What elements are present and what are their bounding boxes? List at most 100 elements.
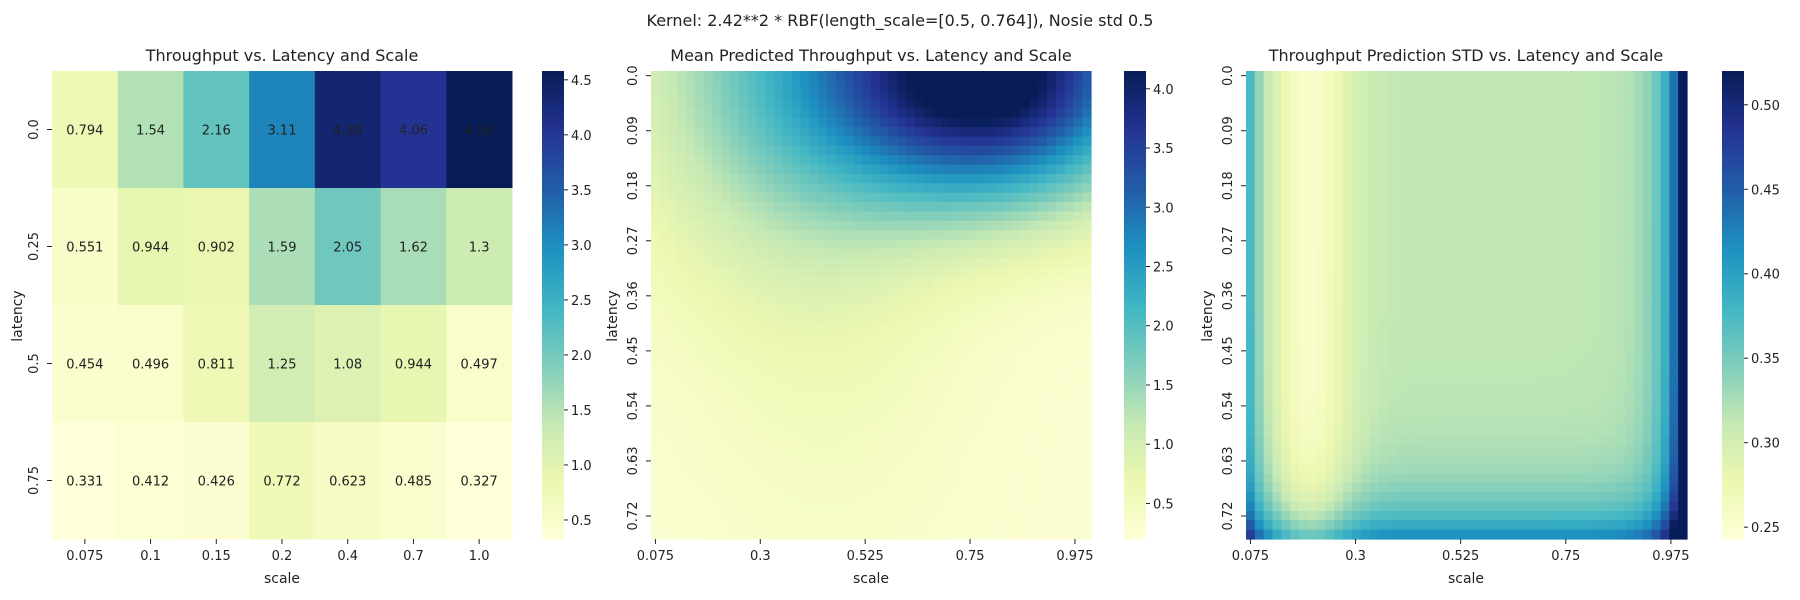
heatmap-cell xyxy=(1554,314,1565,325)
heatmap-cell xyxy=(853,454,863,465)
heatmap-cell xyxy=(1581,323,1591,334)
heatmap-cell xyxy=(1290,314,1300,325)
heatmap-cell xyxy=(747,286,758,297)
heatmap-cell xyxy=(897,202,907,212)
heatmap-cell xyxy=(1475,230,1485,241)
heatmap-cell xyxy=(985,145,995,156)
heatmap-cell xyxy=(1369,342,1379,353)
heatmap-cell xyxy=(1572,173,1582,184)
heatmap-cell xyxy=(888,295,898,306)
heatmap-cell xyxy=(1669,202,1679,212)
heatmap-cell xyxy=(1029,436,1039,446)
heatmap-cell xyxy=(1047,333,1057,344)
heatmap-cell xyxy=(677,276,687,287)
colorbar-segment xyxy=(542,449,564,454)
heatmap-cell xyxy=(888,220,898,231)
heatmap-cell xyxy=(1298,202,1309,212)
heatmap-cell xyxy=(1029,192,1039,203)
heatmap-cell xyxy=(739,361,749,372)
heatmap-cell xyxy=(739,71,749,81)
heatmap-cell xyxy=(1660,145,1670,156)
heatmap-cell xyxy=(1020,211,1030,222)
heatmap-cell xyxy=(1616,183,1626,194)
heatmap-cell xyxy=(1020,351,1030,362)
heatmap-cell xyxy=(800,379,810,390)
heatmap-cell xyxy=(712,202,722,212)
heatmap-cell xyxy=(651,520,661,531)
heatmap-cell xyxy=(1047,351,1057,362)
heatmap-cell xyxy=(1307,295,1318,306)
heatmap-cell xyxy=(1029,164,1039,175)
heatmap-cell xyxy=(677,314,687,325)
heatmap-cell xyxy=(1660,99,1670,110)
heatmap-cell xyxy=(1020,286,1030,297)
heatmap-cell xyxy=(668,108,678,119)
heatmap-cell xyxy=(879,436,890,446)
heatmap-cell xyxy=(1073,389,1083,400)
heatmap-cell xyxy=(1082,267,1092,278)
heatmap-cell xyxy=(1020,314,1030,325)
heatmap-cell xyxy=(932,398,942,409)
heatmap-cell xyxy=(1598,276,1609,287)
heatmap-cell xyxy=(1431,323,1441,334)
heatmap-cell xyxy=(747,342,758,353)
heatmap-cell xyxy=(1369,202,1379,212)
heatmap-cell xyxy=(703,164,714,175)
heatmap-cell xyxy=(1272,417,1282,428)
heatmap-cell xyxy=(1519,164,1529,175)
heatmap-cell xyxy=(1082,333,1092,344)
heatmap-cell xyxy=(862,80,872,91)
colorbar-segment xyxy=(542,383,564,388)
heatmap-cell xyxy=(1545,267,1556,278)
heatmap-cell xyxy=(871,520,881,531)
heatmap-cell xyxy=(1254,173,1265,184)
heatmap-cell xyxy=(651,398,661,409)
heatmap-cell xyxy=(1281,89,1291,100)
colorbar-segment xyxy=(542,137,564,142)
heatmap-cell xyxy=(1528,305,1538,315)
heatmap-cell xyxy=(1263,220,1274,231)
heatmap-cell xyxy=(862,136,872,147)
heatmap-cell xyxy=(809,155,819,166)
heatmap-cell xyxy=(862,211,872,222)
heatmap-cell xyxy=(695,436,705,446)
heatmap-cell xyxy=(941,117,951,128)
heatmap-cell xyxy=(1395,267,1406,278)
heatmap-cell xyxy=(967,333,978,344)
heatmap-cell xyxy=(1369,333,1379,344)
heatmap-cell xyxy=(1475,333,1485,344)
heatmap-cell xyxy=(1082,529,1092,540)
heatmap-cell xyxy=(1484,127,1494,138)
heatmap-cell xyxy=(994,127,1004,138)
heatmap-cell xyxy=(1038,351,1048,362)
heatmap-cell xyxy=(1519,323,1529,334)
heatmap-cell xyxy=(1484,248,1494,259)
heatmap-cell xyxy=(52,188,119,306)
heatmap-cell xyxy=(1064,295,1074,306)
heatmap-cell xyxy=(1669,127,1679,138)
heatmap-cell xyxy=(1334,136,1344,147)
heatmap-cell xyxy=(1404,286,1415,297)
heatmap-cell xyxy=(1660,361,1670,372)
heatmap-cell xyxy=(1404,71,1415,81)
heatmap-cell xyxy=(1404,164,1415,175)
heatmap-cell xyxy=(1492,361,1503,372)
colorbar-segment xyxy=(1124,164,1146,170)
heatmap-cell xyxy=(1334,333,1344,344)
heatmap-cell xyxy=(1422,230,1432,241)
heatmap-cell xyxy=(1422,305,1432,315)
colorbar-segment xyxy=(542,500,564,505)
heatmap-cell xyxy=(1055,333,1066,344)
heatmap-cell xyxy=(1598,361,1609,372)
heatmap-cell xyxy=(1642,407,1653,418)
heatmap-cell xyxy=(1064,389,1074,400)
heatmap-cell xyxy=(853,145,863,156)
heatmap-cell xyxy=(1343,305,1353,315)
heatmap-cell xyxy=(712,173,722,184)
heatmap-cell xyxy=(1073,342,1083,353)
heatmap-cell xyxy=(695,155,705,166)
heatmap-cell xyxy=(739,333,749,344)
heatmap-cell xyxy=(1678,173,1688,184)
heatmap-cell xyxy=(1457,445,1468,456)
heatmap-cell xyxy=(1047,314,1057,325)
